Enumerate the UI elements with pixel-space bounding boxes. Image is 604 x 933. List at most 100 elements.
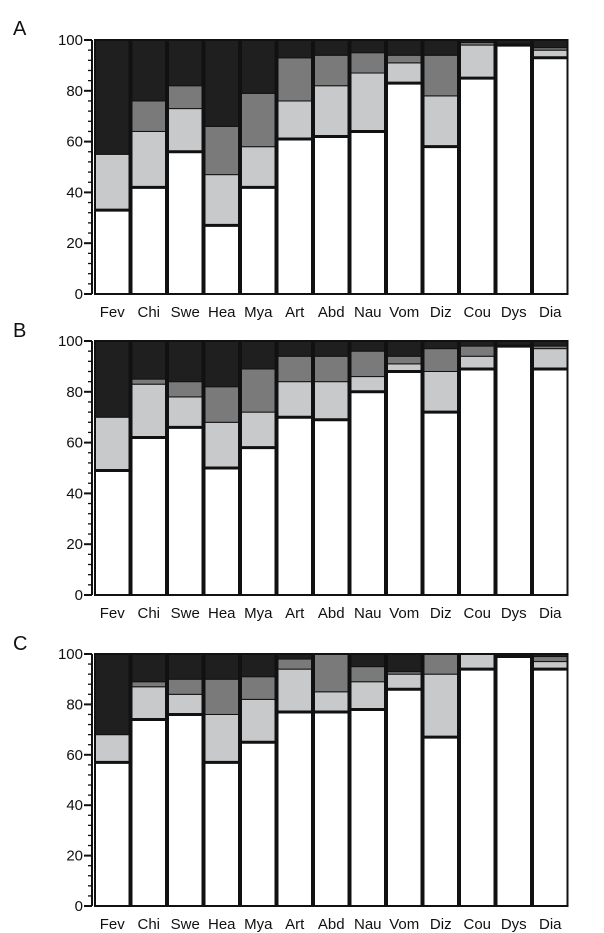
x-tick-label: Dys: [501, 916, 527, 933]
bar-outline: [167, 653, 204, 907]
x-tick-label: Chi: [137, 916, 160, 933]
bar-outline: [422, 39, 459, 295]
bar-segment-4: [131, 653, 167, 683]
y-tick-label: 100: [58, 646, 83, 663]
x-tick-label: Nau: [354, 916, 382, 933]
x-tick-label: Art: [285, 605, 305, 622]
bar-outline: [532, 340, 569, 596]
bar-segment-3: [423, 653, 459, 675]
bar-segment-2: [423, 673, 459, 738]
bar-segment-2: [459, 44, 495, 79]
bar-segment-3: [131, 100, 167, 132]
bar-segment-2: [350, 72, 386, 132]
x-tick-label: Cou: [463, 605, 491, 622]
bar-segment-1: [204, 467, 240, 596]
bar-segment-3: [386, 54, 422, 64]
bar-segment-1: [459, 668, 495, 907]
bar-segment-2: [131, 383, 167, 439]
bar-segment-2: [277, 100, 313, 140]
bar-segment-4: [167, 39, 203, 87]
bar-outline: [203, 39, 240, 295]
bar-segment-1: [386, 688, 422, 907]
bar-segment-3: [350, 350, 386, 378]
bar-segment-2: [240, 411, 276, 449]
y-tick-label: 20: [66, 235, 83, 252]
bar-segment-4: [240, 653, 276, 678]
bar-outline: [313, 653, 350, 907]
bar-segment-3: [131, 378, 167, 385]
bar-outline: [532, 39, 569, 295]
y-tick-label: 80: [66, 83, 83, 100]
panel-a-letter: A: [13, 18, 27, 40]
bar-segment-4: [94, 39, 130, 155]
bar-segment-2: [94, 734, 130, 763]
bar-outline: [459, 340, 496, 596]
bar-segment-3: [131, 681, 167, 688]
bar-segment-1: [94, 470, 130, 596]
bar-segment-3: [167, 678, 203, 695]
bar-segment-1: [313, 711, 349, 907]
bar-segment-1: [459, 368, 495, 596]
bar-segment-1: [459, 77, 495, 295]
y-tick-label: 40: [66, 485, 83, 502]
bar-segment-3: [240, 676, 276, 700]
y-tick-label: 60: [66, 747, 83, 764]
bar-segment-2: [313, 691, 349, 713]
bar-outline: [167, 340, 204, 596]
bar-segment-3: [313, 355, 349, 383]
bar-segment-2: [204, 421, 240, 469]
bar-outline: [203, 340, 240, 596]
bar-segment-2: [386, 673, 422, 690]
bar-segment-4: [386, 653, 422, 673]
bar-segment-3: [240, 368, 276, 413]
y-tick-label: 80: [66, 384, 83, 401]
bar-segment-4: [240, 39, 276, 94]
bar-segment-1: [532, 368, 568, 596]
bar-segment-3: [277, 658, 313, 670]
x-tick-label: Swe: [171, 304, 200, 321]
x-tick-label: Diz: [430, 605, 452, 622]
bar-segment-4: [423, 340, 459, 350]
y-tick-label: 40: [66, 797, 83, 814]
x-tick-label: Nau: [354, 304, 382, 321]
bar-segment-1: [131, 719, 167, 907]
x-tick-label: Mya: [244, 916, 273, 933]
y-tick-label: 0: [75, 898, 83, 915]
bar-segment-2: [350, 681, 386, 710]
y-tick-label: 0: [75, 286, 83, 303]
bar-segment-2: [386, 62, 422, 84]
bar-segment-4: [386, 340, 422, 357]
bar-outline: [495, 653, 532, 907]
x-tick-label: Hea: [208, 916, 236, 933]
x-tick-label: Abd: [318, 304, 345, 321]
bar-segment-2: [94, 416, 130, 472]
bar-segment-2: [240, 146, 276, 188]
bar-outline: [349, 39, 386, 295]
bar-outline: [386, 340, 423, 596]
bar-segment-2: [167, 693, 203, 715]
x-tick-label: Fev: [100, 304, 126, 321]
x-tick-label: Abd: [318, 605, 345, 622]
x-tick-label: Diz: [430, 916, 452, 933]
panel-a: A 0 20 40 60 80 100 Fev Chi Swe Hea Mya Art Abd Nau Vo…: [13, 18, 569, 321]
bar-segment-3: [350, 52, 386, 74]
bar-segment-1: [131, 437, 167, 596]
bar-segment-1: [313, 419, 349, 596]
y-tick-label: 100: [58, 32, 83, 49]
bar-outline: [130, 39, 167, 295]
bar-segment-4: [423, 39, 459, 56]
x-tick-label: Diz: [430, 304, 452, 321]
bar-outline: [495, 39, 532, 295]
bar-segment-4: [204, 39, 240, 127]
bar-segment-1: [496, 656, 532, 907]
bar-segment-2: [277, 381, 313, 418]
bar-segment-3: [423, 348, 459, 372]
x-tick-label: Hea: [208, 605, 236, 622]
bar-outline: [94, 653, 131, 907]
bar-segment-1: [277, 138, 313, 295]
bar-segment-3: [459, 345, 495, 357]
bar-segment-2: [167, 108, 203, 153]
bar-segment-2: [240, 698, 276, 743]
bar-segment-4: [313, 39, 349, 56]
bar-segment-2: [313, 381, 349, 421]
